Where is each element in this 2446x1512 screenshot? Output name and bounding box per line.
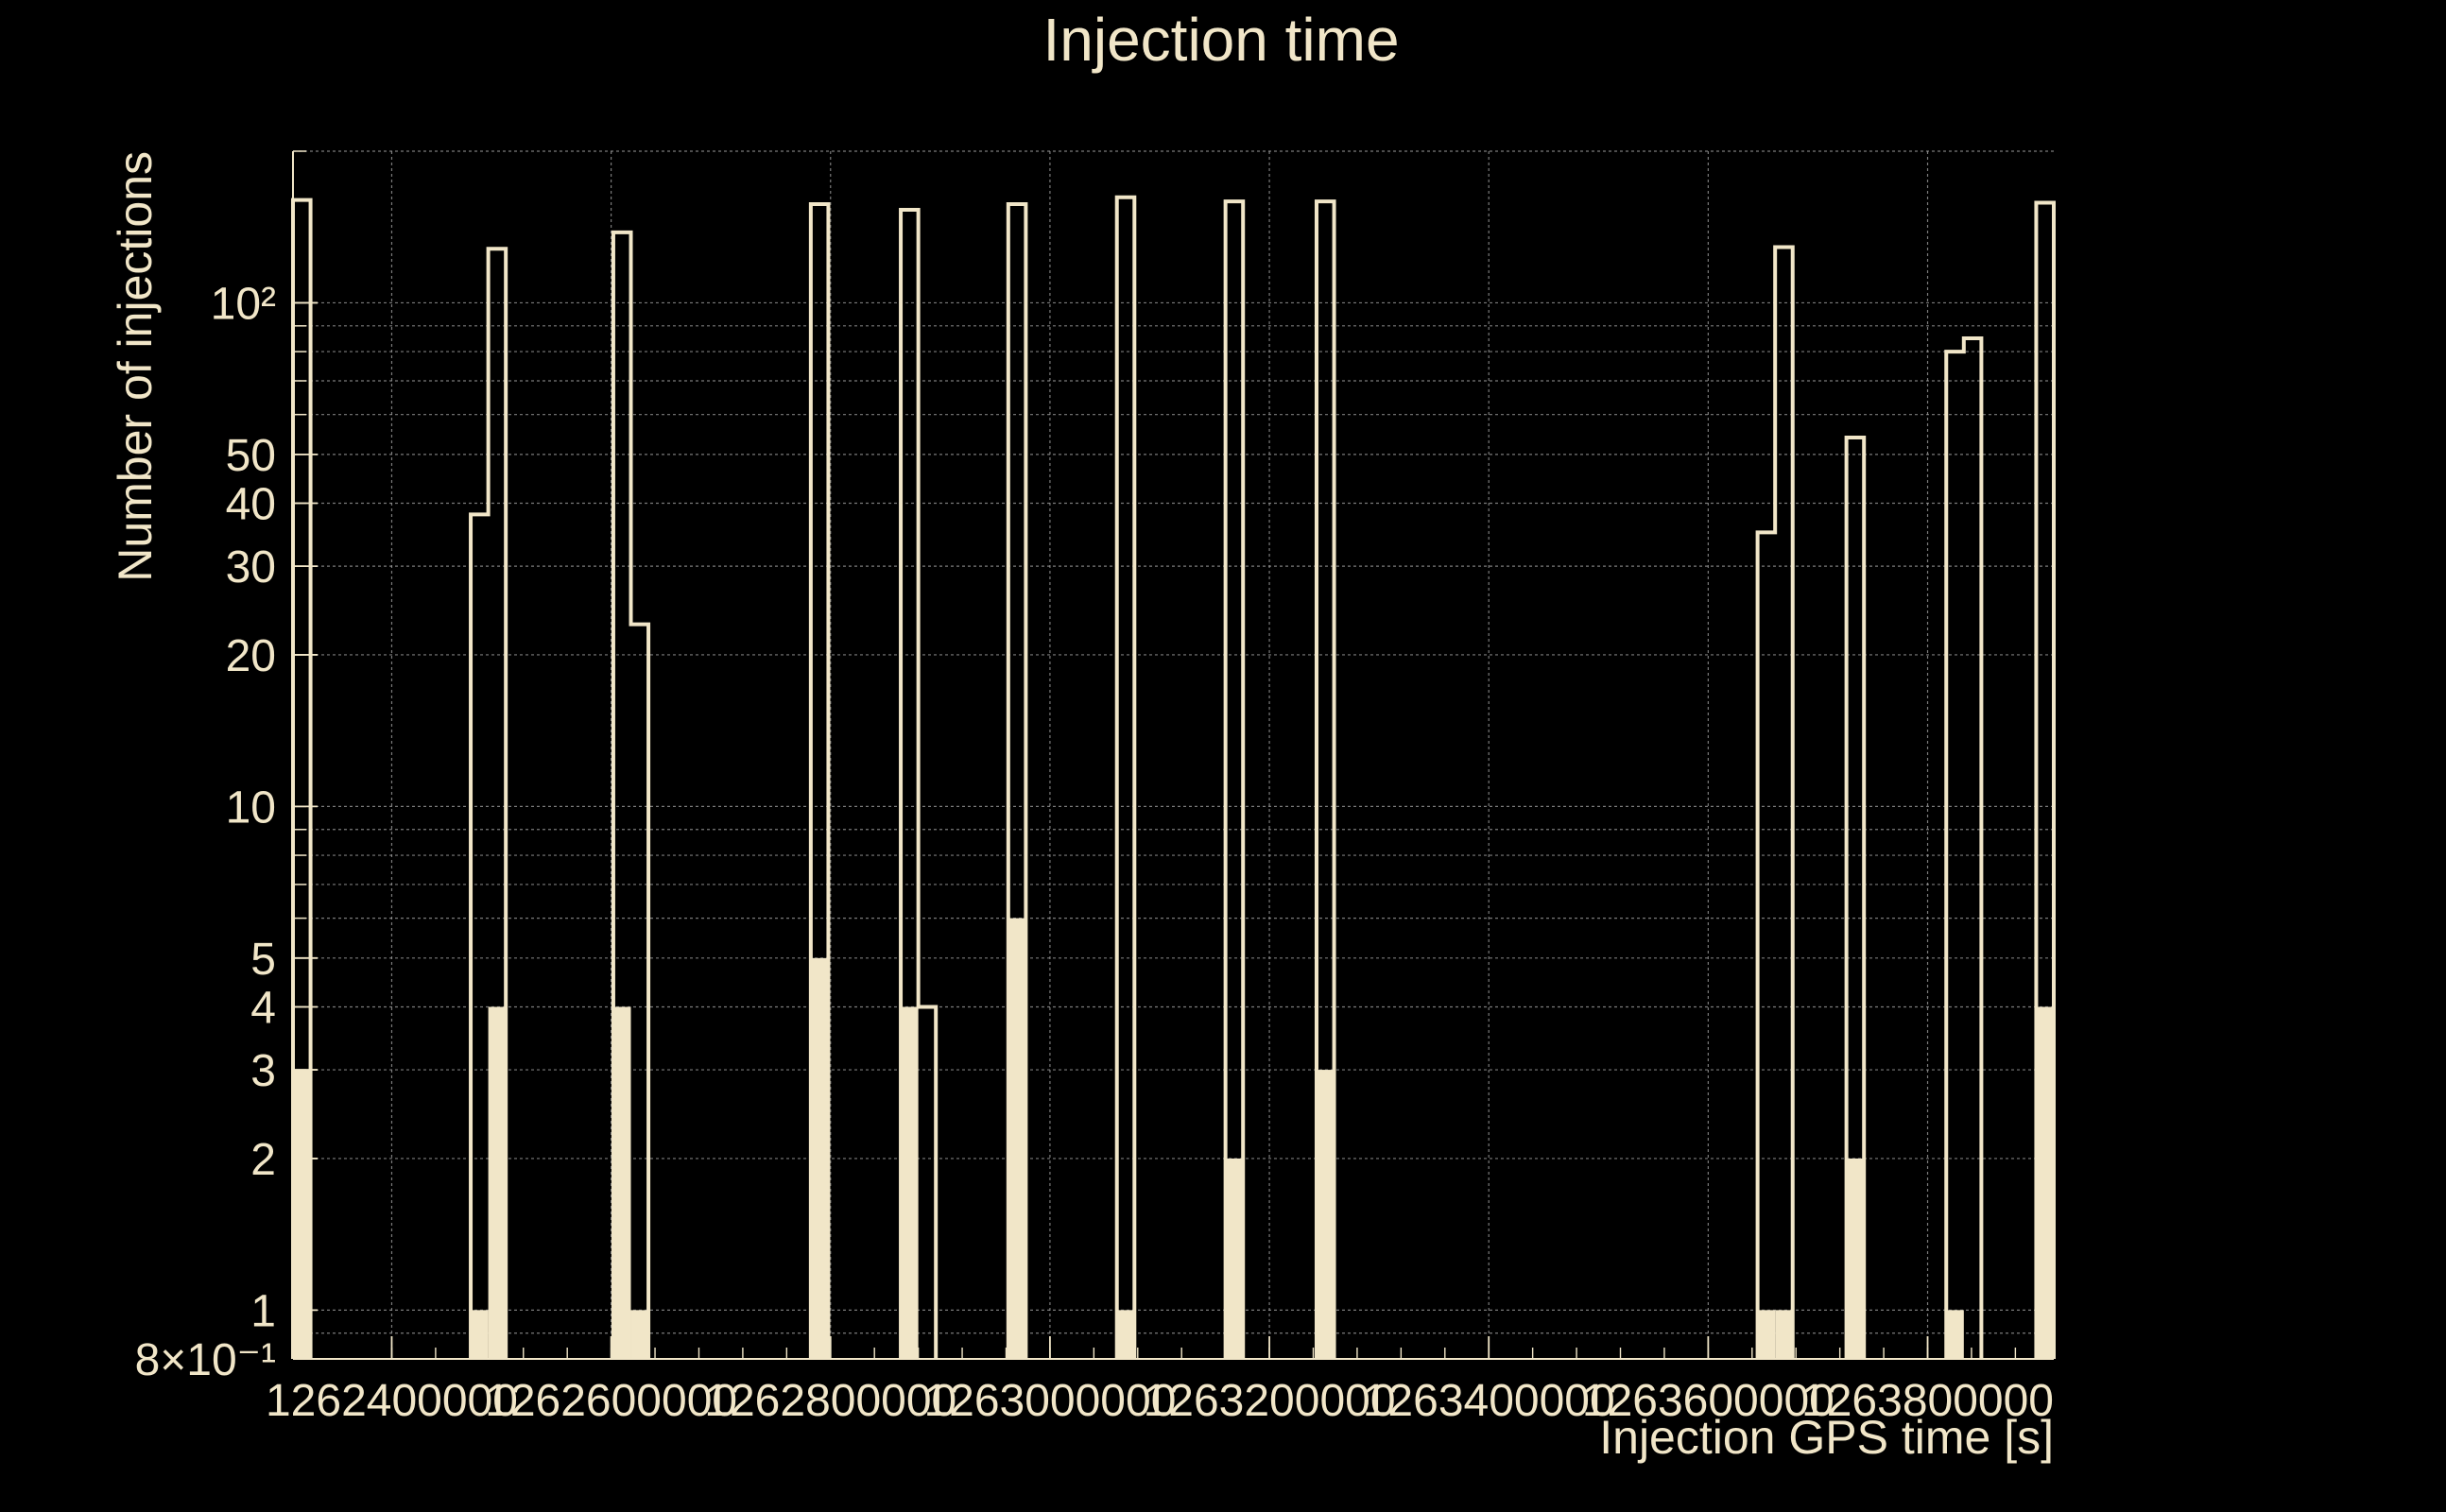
filled-bar	[1757, 1310, 1776, 1359]
filled-bar	[612, 1006, 631, 1359]
outline-bar	[611, 230, 651, 1359]
y-tick-label: 8×10⁻¹	[135, 1335, 276, 1385]
x-tick-label: 1263000000	[923, 1376, 1176, 1426]
x-tick-label: 1262600000	[485, 1376, 737, 1426]
x-tick-label: 1263800000	[1801, 1376, 2054, 1426]
y-tick-label: 20	[226, 631, 276, 681]
filled-bar	[630, 1310, 649, 1359]
filled-bar	[471, 1310, 489, 1359]
outline-bar	[1114, 195, 1137, 1359]
filled-bar	[1946, 1310, 1964, 1359]
x-tick-label: 1263600000	[1582, 1376, 1834, 1426]
y-tick-label: 3	[250, 1046, 276, 1096]
y-tick-label: 4	[250, 983, 276, 1033]
y-tick-label: 10	[226, 782, 276, 833]
y-tick-label: 2	[250, 1135, 276, 1185]
chart-title: Injection time	[1042, 6, 1399, 74]
filled-bar	[2036, 1006, 2054, 1359]
outline-bar	[1944, 336, 1984, 1359]
filled-bar	[1225, 1158, 1244, 1359]
y-tick-label: 50	[226, 431, 276, 481]
filled-bar	[1316, 1070, 1335, 1359]
y-tick-label: 1	[250, 1286, 276, 1336]
y-tick-label: 10²	[211, 279, 276, 329]
filled-bar	[293, 1070, 311, 1359]
outline-bar	[469, 247, 508, 1359]
filled-bar	[1775, 1310, 1793, 1359]
outline-bar	[1755, 245, 1795, 1359]
y-tick-label: 40	[226, 480, 276, 530]
x-tick-label: 1263400000	[1363, 1376, 1615, 1426]
outline-bar	[1223, 199, 1246, 1359]
filled-bar	[488, 1006, 507, 1359]
filled-series	[293, 918, 2054, 1359]
filled-bar	[1008, 918, 1026, 1359]
axis-layer	[292, 150, 2054, 1360]
outline-bar	[808, 202, 831, 1359]
y-tick-label: 5	[250, 935, 276, 985]
outline-bar	[899, 208, 939, 1359]
outline-bar	[1844, 436, 1867, 1359]
outline-bar	[2034, 200, 2056, 1359]
x-tick-label: 1263200000	[1144, 1376, 1396, 1426]
x-axis-label: Injection GPS time [s]	[1599, 1411, 2054, 1464]
outline-bar	[1314, 199, 1336, 1359]
filled-bar	[1116, 1310, 1135, 1359]
grid-layer	[293, 150, 2054, 1360]
y-tick-label: 30	[226, 542, 276, 593]
x-tick-label: 1262800000	[704, 1376, 956, 1426]
filled-bar	[1846, 1158, 1865, 1359]
filled-bar	[901, 1006, 919, 1359]
outline-bar	[1006, 202, 1028, 1359]
outline-series	[291, 195, 2056, 1359]
x-tick-label: 1262400000	[266, 1376, 518, 1426]
y-axis-label: Number of injections	[109, 151, 162, 582]
filled-bar	[810, 957, 829, 1359]
